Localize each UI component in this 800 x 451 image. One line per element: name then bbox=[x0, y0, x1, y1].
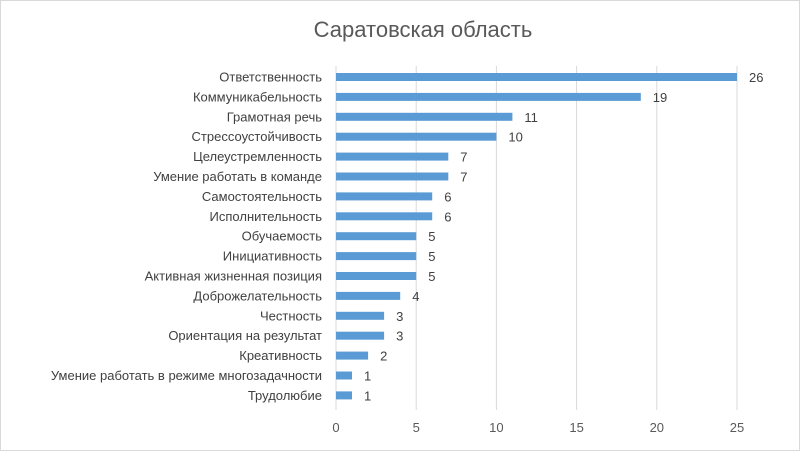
bar bbox=[336, 232, 417, 241]
bar bbox=[336, 272, 417, 280]
category-label: Умение работать в команде bbox=[153, 169, 322, 184]
data-label: 5 bbox=[428, 249, 435, 264]
data-label: 3 bbox=[396, 309, 403, 324]
bar bbox=[336, 371, 352, 380]
category-label: Стрессоустойчивость bbox=[192, 129, 323, 144]
data-label: 10 bbox=[508, 130, 522, 145]
category-label: Умение работать в режиме многозадачности bbox=[51, 368, 322, 383]
bar bbox=[336, 192, 433, 201]
data-label: 7 bbox=[460, 150, 467, 165]
x-tick-label: 5 bbox=[413, 420, 420, 435]
x-tick-label: 25 bbox=[730, 420, 744, 435]
category-label: Ответственность bbox=[219, 70, 322, 85]
x-tick-label: 15 bbox=[569, 420, 583, 435]
data-label: 1 bbox=[364, 369, 371, 384]
bars bbox=[336, 73, 737, 400]
category-label: Обучаемость bbox=[242, 229, 323, 244]
category-label: Самостоятельность bbox=[202, 189, 322, 204]
bar bbox=[336, 291, 401, 300]
bar bbox=[336, 252, 417, 261]
category-label: Целеустремленность bbox=[193, 149, 322, 164]
chart-title: Саратовская область bbox=[313, 17, 533, 42]
bar bbox=[336, 152, 449, 161]
category-label: Активная жизненная позиция bbox=[145, 269, 322, 284]
data-label: 2 bbox=[380, 349, 387, 364]
data-label: 3 bbox=[396, 329, 403, 344]
bar bbox=[336, 351, 369, 360]
bar bbox=[336, 212, 433, 221]
category-label: Ориентация на результат bbox=[168, 328, 322, 343]
bar bbox=[336, 92, 641, 101]
data-label: 4 bbox=[412, 289, 419, 304]
bar bbox=[336, 132, 497, 141]
bar bbox=[336, 73, 737, 81]
category-label: Исполнительность bbox=[210, 209, 323, 224]
category-label: Инициативность bbox=[223, 249, 322, 264]
x-tick-label: 10 bbox=[489, 420, 503, 435]
bar bbox=[336, 311, 385, 320]
data-label: 6 bbox=[444, 189, 451, 204]
category-label: Трудолюбие bbox=[248, 388, 322, 403]
data-label: 7 bbox=[460, 170, 467, 185]
x-tick-label: 20 bbox=[650, 420, 664, 435]
bar bbox=[336, 172, 449, 181]
bar bbox=[336, 391, 352, 400]
bar bbox=[336, 331, 385, 340]
category-label: Креативность bbox=[239, 348, 322, 363]
data-label: 5 bbox=[428, 229, 435, 244]
category-label: Коммуникабельность bbox=[193, 89, 322, 104]
data-label: 19 bbox=[653, 90, 667, 105]
category-label: Грамотная речь bbox=[227, 109, 322, 124]
x-tick-label: 0 bbox=[332, 420, 339, 435]
data-label: 11 bbox=[524, 110, 538, 125]
category-label: Доброжелательность bbox=[193, 288, 322, 303]
bar bbox=[336, 112, 513, 121]
data-label: 5 bbox=[428, 269, 435, 284]
data-label: 1 bbox=[364, 388, 371, 403]
data-label: 6 bbox=[444, 209, 451, 224]
category-label: Честность bbox=[260, 308, 322, 323]
data-label: 26 bbox=[749, 70, 763, 85]
